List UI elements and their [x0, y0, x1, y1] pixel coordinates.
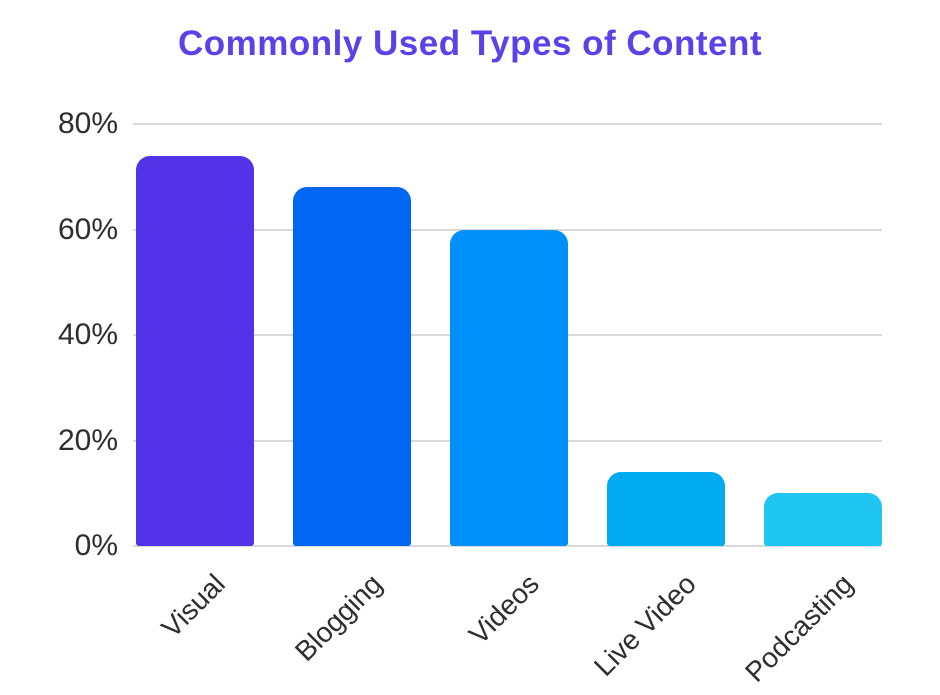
y-axis-tick-label: 60% [57, 212, 118, 246]
gridline-80% [133, 123, 882, 125]
y-axis-tick-label: 40% [57, 318, 118, 351]
x-axis-label-podcasting: Podcasting [739, 568, 859, 688]
gridline-0% [133, 545, 882, 547]
bar-podcasting [764, 493, 882, 546]
y-axis-tick-label: 80% [57, 107, 118, 140]
y-axis-tick-label: 0% [74, 529, 118, 562]
x-axis-label-blogging: Blogging [288, 568, 388, 667]
bar-live-video [607, 472, 725, 546]
chart-title: Commonly Used Types of Content [177, 24, 763, 63]
x-axis-label-visual: Visual [155, 568, 231, 644]
x-axis-label-live-video: Live Video [587, 568, 702, 683]
x-axis-label-videos: Videos [462, 568, 545, 651]
y-axis-tick-label: 20% [57, 423, 118, 457]
bar-blogging [293, 187, 411, 546]
bar-visual [136, 155, 254, 546]
bar-videos [450, 229, 568, 546]
